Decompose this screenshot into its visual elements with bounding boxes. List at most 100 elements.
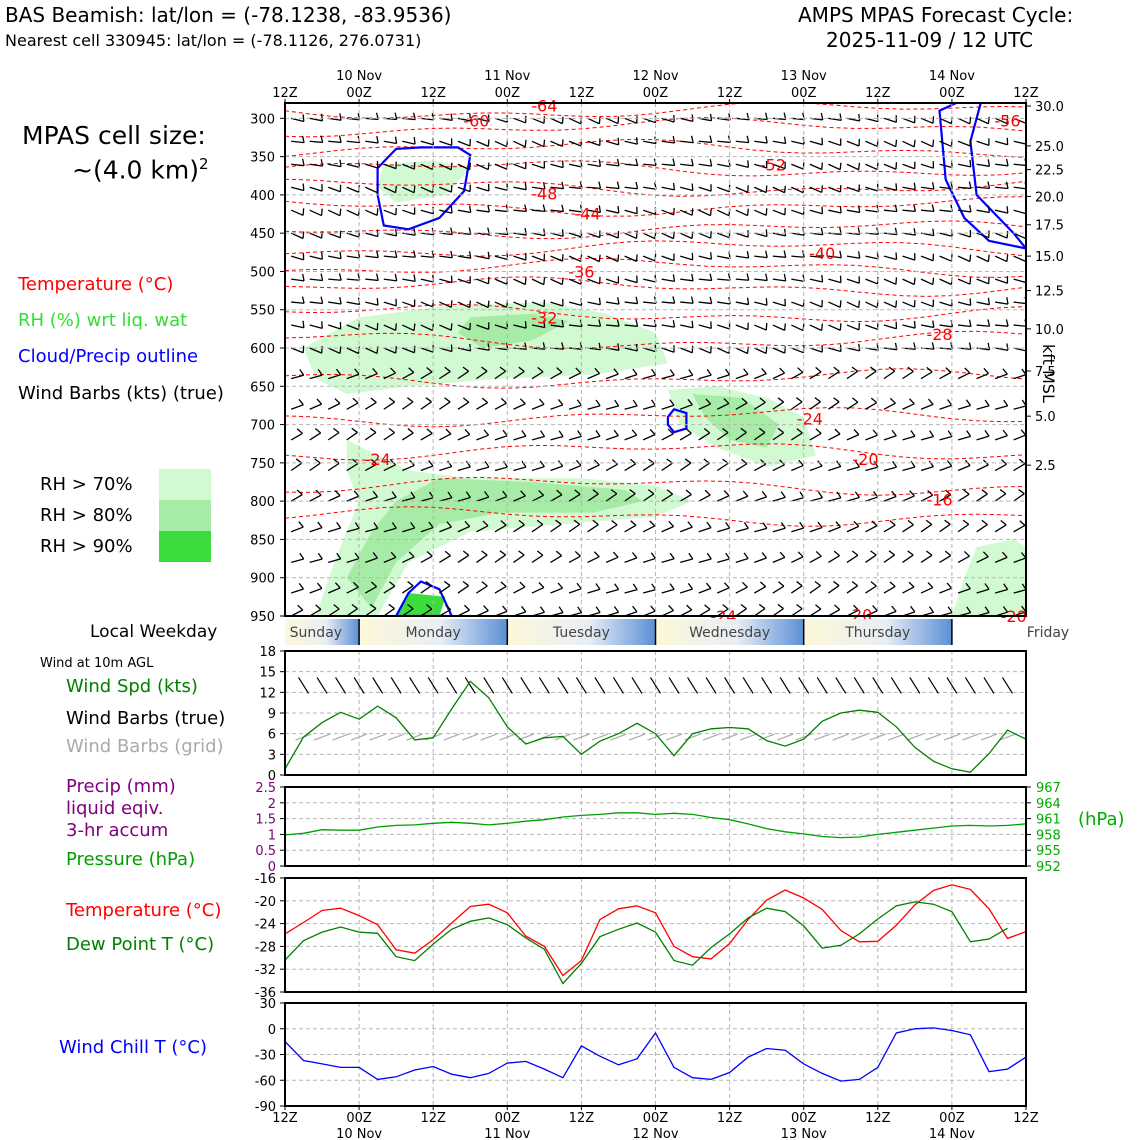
wind-barb <box>661 462 673 472</box>
wind-barb <box>698 494 711 502</box>
wind-barb <box>828 609 841 616</box>
wind-barb <box>365 209 378 216</box>
wind-barb <box>698 209 711 217</box>
wind-barb-flag <box>761 367 767 375</box>
wind-barb <box>995 347 1009 351</box>
wind-barb <box>920 494 933 502</box>
wind-barb-flag <box>539 606 545 613</box>
wind-barb-flag <box>394 250 398 258</box>
wind-barb <box>346 527 360 533</box>
wind-barb <box>346 463 359 472</box>
wind-barb-flag <box>302 231 305 239</box>
wind-barb-flag <box>447 460 453 467</box>
wind-barb <box>846 554 859 563</box>
wind-barb <box>735 347 748 355</box>
wind-barb <box>754 557 767 564</box>
wind-barb <box>291 140 305 144</box>
height-tick-label: 12.5 <box>1035 285 1064 300</box>
grid-wind-barb <box>795 733 812 741</box>
wind-barb <box>865 117 879 123</box>
wind-barb <box>1013 232 1026 240</box>
wind-barb-flag <box>500 581 507 587</box>
wind-barb <box>958 324 972 328</box>
wind-barb-flag <box>558 606 564 613</box>
wind-barb <box>642 347 656 353</box>
wind-barb-flag <box>598 205 602 213</box>
wind-barb-flag <box>784 228 787 236</box>
wind-barb <box>661 347 675 353</box>
date-label: 10 Nov <box>336 69 382 84</box>
wind-barb <box>939 587 952 594</box>
wind-barb-flag <box>465 491 471 498</box>
wind-barb-flag <box>891 429 897 437</box>
wind-barb <box>309 347 322 354</box>
legend-cloud: Cloud/Precip outline <box>18 346 199 367</box>
wind-barb-flag <box>575 459 582 466</box>
wind-barb <box>716 462 729 472</box>
grid-wind-barb <box>665 733 683 741</box>
wind-barb-flag <box>1002 429 1008 437</box>
wind-barb <box>661 186 675 191</box>
wind-barb <box>420 371 433 380</box>
wind-barb-flag <box>1005 181 1009 189</box>
wind-barb-flag <box>395 323 397 331</box>
wind-barb <box>531 163 545 169</box>
wind-barb <box>513 347 527 351</box>
height-tick-label: 2.5 <box>1035 459 1056 474</box>
wind-barb-flag <box>538 582 545 589</box>
wind-barb-flag <box>873 460 879 468</box>
y-tick-label: -90 <box>255 1100 276 1115</box>
wind-barb <box>883 347 897 351</box>
wind-barb-flag <box>672 231 675 239</box>
pressure-tick-label: 700 <box>250 419 275 434</box>
wind-barb-flag <box>635 181 639 189</box>
wind-barb <box>587 588 601 594</box>
wind-barb <box>383 556 397 564</box>
wind-barb-flag <box>376 298 379 306</box>
wind-barb-flag <box>839 162 842 170</box>
grid-wind-barb <box>387 733 405 741</box>
wind-barb-flag <box>691 208 694 216</box>
wind-barb-flag <box>372 368 378 375</box>
wind-barb-flag <box>987 205 991 213</box>
wind-barb <box>457 585 470 594</box>
wind-barb <box>883 140 897 148</box>
wind-barb <box>828 401 840 410</box>
wind-barb-flag <box>317 521 323 529</box>
wind-barb-flag <box>426 366 433 373</box>
wind-barb <box>846 525 860 533</box>
wind-barb-flag <box>561 319 565 328</box>
wind-barb <box>346 186 360 193</box>
wind-barb-flag <box>834 428 841 435</box>
wind-barb <box>420 117 434 121</box>
wind-barb-flag <box>542 182 546 190</box>
wind-barb <box>1013 278 1026 284</box>
wind-barb-flag <box>556 489 563 496</box>
wind-barb-flag <box>408 367 415 373</box>
wind-barb-flag <box>353 490 360 497</box>
wind-barb <box>679 588 693 594</box>
wind-barb <box>513 403 526 410</box>
wind-barb <box>346 232 360 238</box>
wind-barb-flag <box>425 397 432 403</box>
wind-barb <box>902 466 916 472</box>
wind-barb <box>735 140 749 144</box>
grid-wind-barb <box>684 733 701 741</box>
wind-barb-flag <box>833 397 840 403</box>
wind-barb-flag <box>445 428 452 435</box>
wind-barb <box>457 278 471 284</box>
wind-barb <box>643 163 657 167</box>
precip-label-1: Precip (mm) <box>66 776 176 797</box>
wind-barb-flag <box>746 208 749 216</box>
wind-barb-flag <box>946 460 953 467</box>
wind-barb <box>420 324 433 332</box>
wind-barb <box>661 324 675 328</box>
wind-barb-flag <box>871 520 878 527</box>
wind-at-10m-label: Wind at 10m AGL <box>40 656 154 671</box>
wind-barb-flag <box>556 367 563 373</box>
wind-barb <box>587 372 600 380</box>
wind-barb-flag <box>635 137 638 145</box>
wind-barb <box>457 186 471 193</box>
wind-barb-flag <box>913 204 917 212</box>
wind-barb <box>865 140 878 148</box>
